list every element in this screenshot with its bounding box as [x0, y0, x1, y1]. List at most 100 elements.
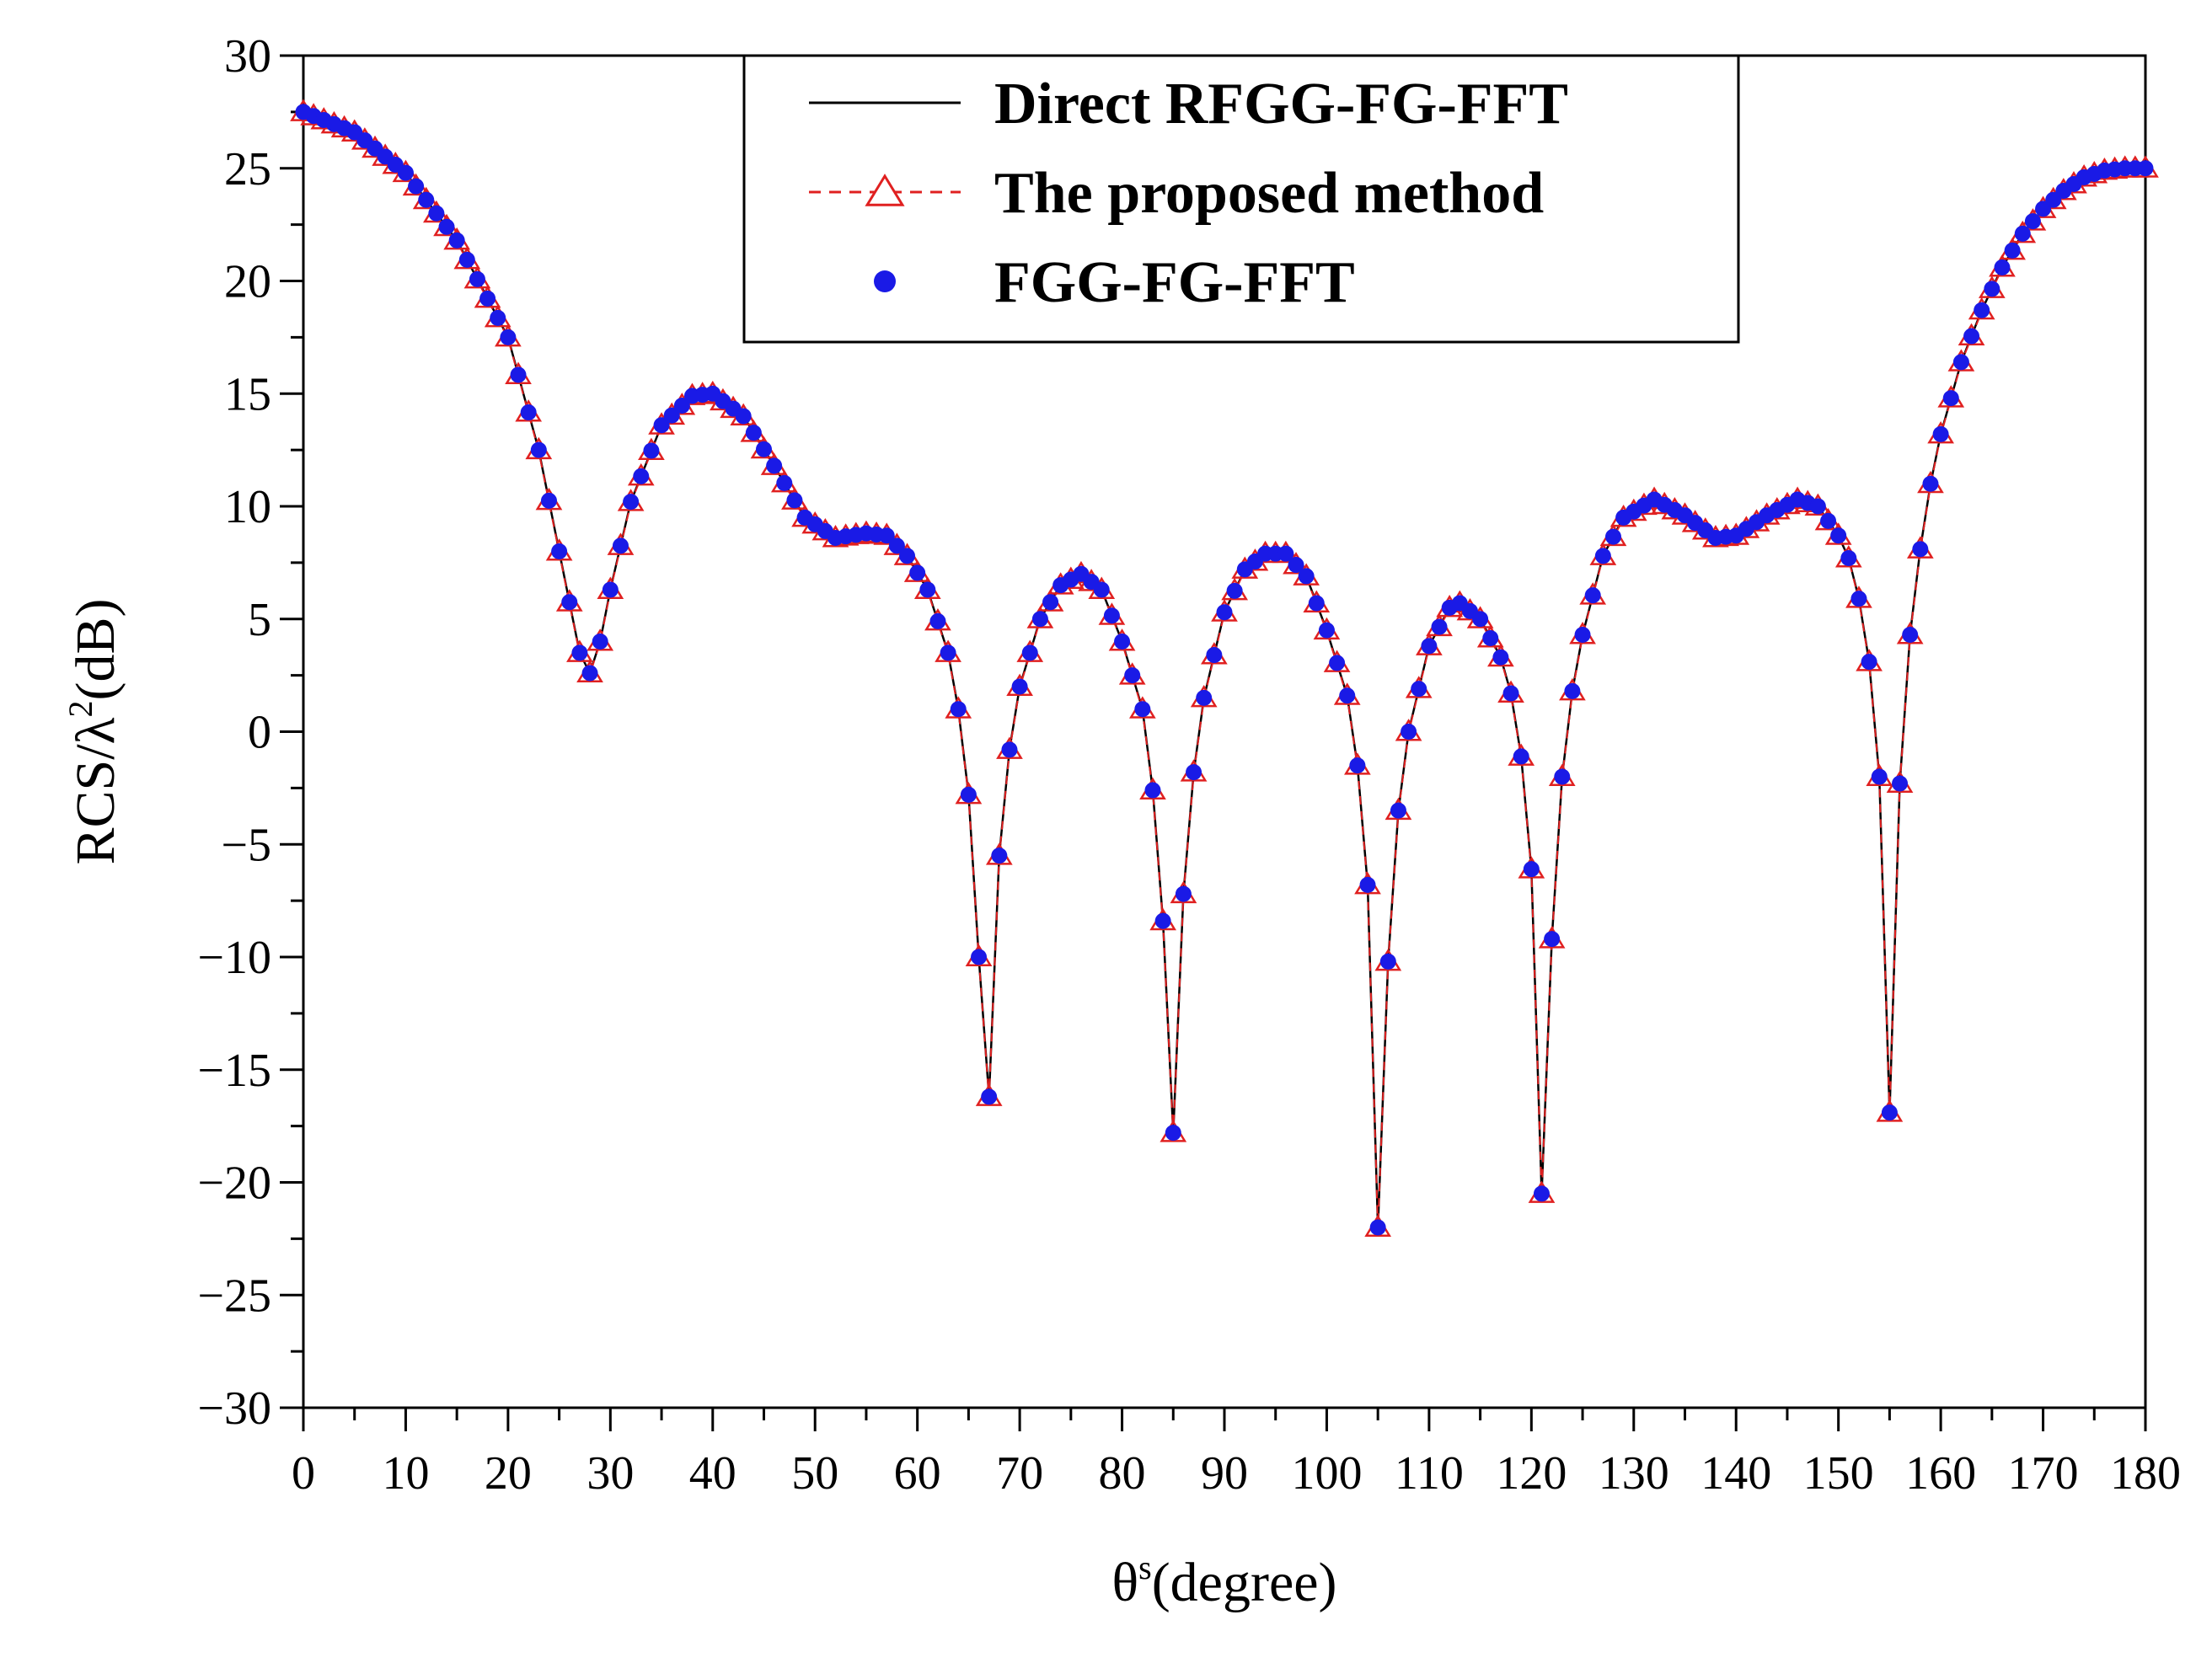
fgg-fg-fft-point — [1881, 1104, 1898, 1121]
fgg-fg-fft-point — [1186, 764, 1202, 781]
fgg-fg-fft-point — [981, 1088, 998, 1105]
fgg-fg-fft-point — [438, 218, 455, 235]
x-tick-label: 30 — [586, 1447, 634, 1500]
fgg-fg-fft-point — [1984, 281, 2000, 297]
fgg-fg-fft-point — [1011, 678, 1028, 695]
x-tick-label: 10 — [382, 1447, 429, 1500]
fgg-fg-fft-point — [2014, 225, 2031, 242]
fgg-fg-fft-point — [1144, 782, 1161, 799]
series-layer — [290, 99, 2159, 1237]
y-axis-ticks: 30 25 20 15 10 5 0 −5 −10 −15 −20 −25 −30 — [197, 30, 303, 1435]
fgg-fg-fft-point — [1513, 748, 1529, 765]
fgg-fg-fft-point — [530, 441, 547, 458]
fgg-fg-fft-point — [888, 537, 905, 554]
x-tick-label: 70 — [996, 1447, 1043, 1500]
legend-label: FGG-FG-FFT — [994, 250, 1355, 315]
fgg-fg-fft-point — [1379, 953, 1396, 970]
y-tick-label: −20 — [197, 1158, 271, 1210]
fgg-fg-fft-point — [1329, 655, 1346, 671]
fgg-fg-fft-point — [909, 564, 926, 581]
fgg-fg-fft-point — [643, 442, 660, 459]
fgg-fg-fft-point — [1574, 626, 1591, 643]
fgg-fg-fft-point — [1298, 568, 1315, 585]
fgg-fg-fft-point — [1114, 634, 1131, 650]
fgg-fg-fft-point — [1318, 622, 1335, 639]
fgg-fg-fft-point — [1308, 595, 1325, 612]
fgg-fg-fft-point — [2024, 213, 2041, 230]
fgg-fg-fft-point — [1492, 649, 1509, 666]
axis-title-unit: (dB) — [65, 598, 126, 700]
legend-swatch-triangle-icon — [865, 174, 905, 206]
fgg-fg-fft-point — [1288, 557, 1304, 574]
fgg-fg-fft-point — [612, 537, 629, 554]
fgg-fg-fft-point — [1922, 475, 1939, 492]
fgg-fg-fft-point — [1226, 582, 1243, 599]
fgg-fg-fft-point — [653, 417, 670, 434]
fgg-fg-fft-point — [2137, 160, 2154, 177]
fgg-fg-fft-point — [1523, 861, 1540, 878]
fgg-fg-fft-point — [735, 408, 752, 425]
fgg-fg-fft-point — [469, 270, 485, 287]
x-tick-label: 60 — [894, 1447, 941, 1500]
x-tick-label: 160 — [1905, 1447, 1976, 1500]
fgg-fg-fft-point — [1196, 689, 1213, 706]
fgg-fg-fft-point — [940, 644, 956, 661]
fgg-fg-fft-point — [878, 527, 895, 544]
fgg-fg-fft-point — [1594, 548, 1611, 564]
fgg-fg-fft-point — [1912, 541, 1929, 558]
fgg-fg-fft-point — [551, 543, 568, 559]
x-tick-label: 0 — [292, 1447, 315, 1500]
fgg-fg-fft-point — [510, 366, 527, 383]
fgg-fg-fft-point — [1339, 687, 1356, 704]
fgg-fg-fft-point — [397, 164, 414, 181]
x-tick-label: 110 — [1395, 1447, 1464, 1500]
fgg-fg-fft-point — [500, 329, 517, 345]
fgg-fg-fft-point — [756, 441, 772, 457]
fgg-fg-fft-point — [919, 581, 936, 598]
x-tick-label: 130 — [1599, 1447, 1669, 1500]
fgg-fg-fft-point — [1820, 512, 1837, 529]
fgg-fg-fft-point — [1861, 654, 1877, 671]
fgg-fg-fft-point — [1963, 328, 1980, 345]
fgg-fg-fft-point — [1042, 594, 1059, 611]
fgg-fg-fft-point — [458, 251, 475, 268]
fgg-fg-fft-point — [1850, 591, 1867, 607]
fgg-fg-fft-point — [1809, 498, 1826, 515]
axis-title-superscript: 2 — [62, 700, 99, 717]
y-tick-label: 10 — [224, 481, 271, 533]
legend-swatch-circle-icon — [874, 270, 896, 292]
axis-title-main: θ — [1111, 1552, 1138, 1613]
fgg-fg-fft-point — [991, 848, 1008, 864]
fgg-fg-fft-point — [1390, 802, 1406, 819]
fgg-fg-fft-point — [1994, 259, 2011, 275]
fgg-fg-fft-point — [1604, 528, 1621, 545]
y-tick-label: 15 — [224, 368, 271, 420]
fgg-fg-fft-point — [663, 407, 680, 424]
fgg-fg-fft-point — [971, 949, 988, 965]
fgg-fg-fft-point — [929, 612, 946, 629]
fgg-fg-fft-point — [418, 191, 435, 208]
fgg-fg-fft-point — [1431, 618, 1448, 635]
fgg-fg-fft-point — [1871, 768, 1888, 785]
fgg-fg-fft-point — [1031, 611, 1048, 628]
x-tick-label: 100 — [1291, 1447, 1362, 1500]
x-axis-title: θs(degree) — [1111, 1548, 1336, 1613]
fgg-fg-fft-point — [448, 232, 465, 249]
fgg-fg-fft-point — [1154, 912, 1171, 929]
fgg-fg-fft-point — [428, 205, 445, 222]
axis-title-superscript: s — [1138, 1548, 1152, 1586]
y-tick-label: 25 — [224, 143, 271, 195]
fgg-fg-fft-point — [561, 594, 578, 611]
fgg-fg-fft-point — [571, 644, 588, 661]
x-tick-label: 180 — [2110, 1447, 2181, 1500]
fgg-fg-fft-point — [1369, 1219, 1386, 1236]
fgg-fg-fft-point — [1124, 667, 1141, 684]
fgg-fg-fft-point — [673, 398, 690, 414]
fgg-fg-fft-point — [520, 404, 537, 421]
fgg-fg-fft-point — [950, 701, 967, 718]
fgg-fg-fft-point — [1277, 545, 1294, 562]
fgg-fg-fft-point — [776, 474, 793, 491]
fgg-fg-fft-point — [1175, 885, 1192, 902]
fgg-fg-fft-point — [745, 425, 762, 441]
x-tick-label: 20 — [485, 1447, 532, 1500]
